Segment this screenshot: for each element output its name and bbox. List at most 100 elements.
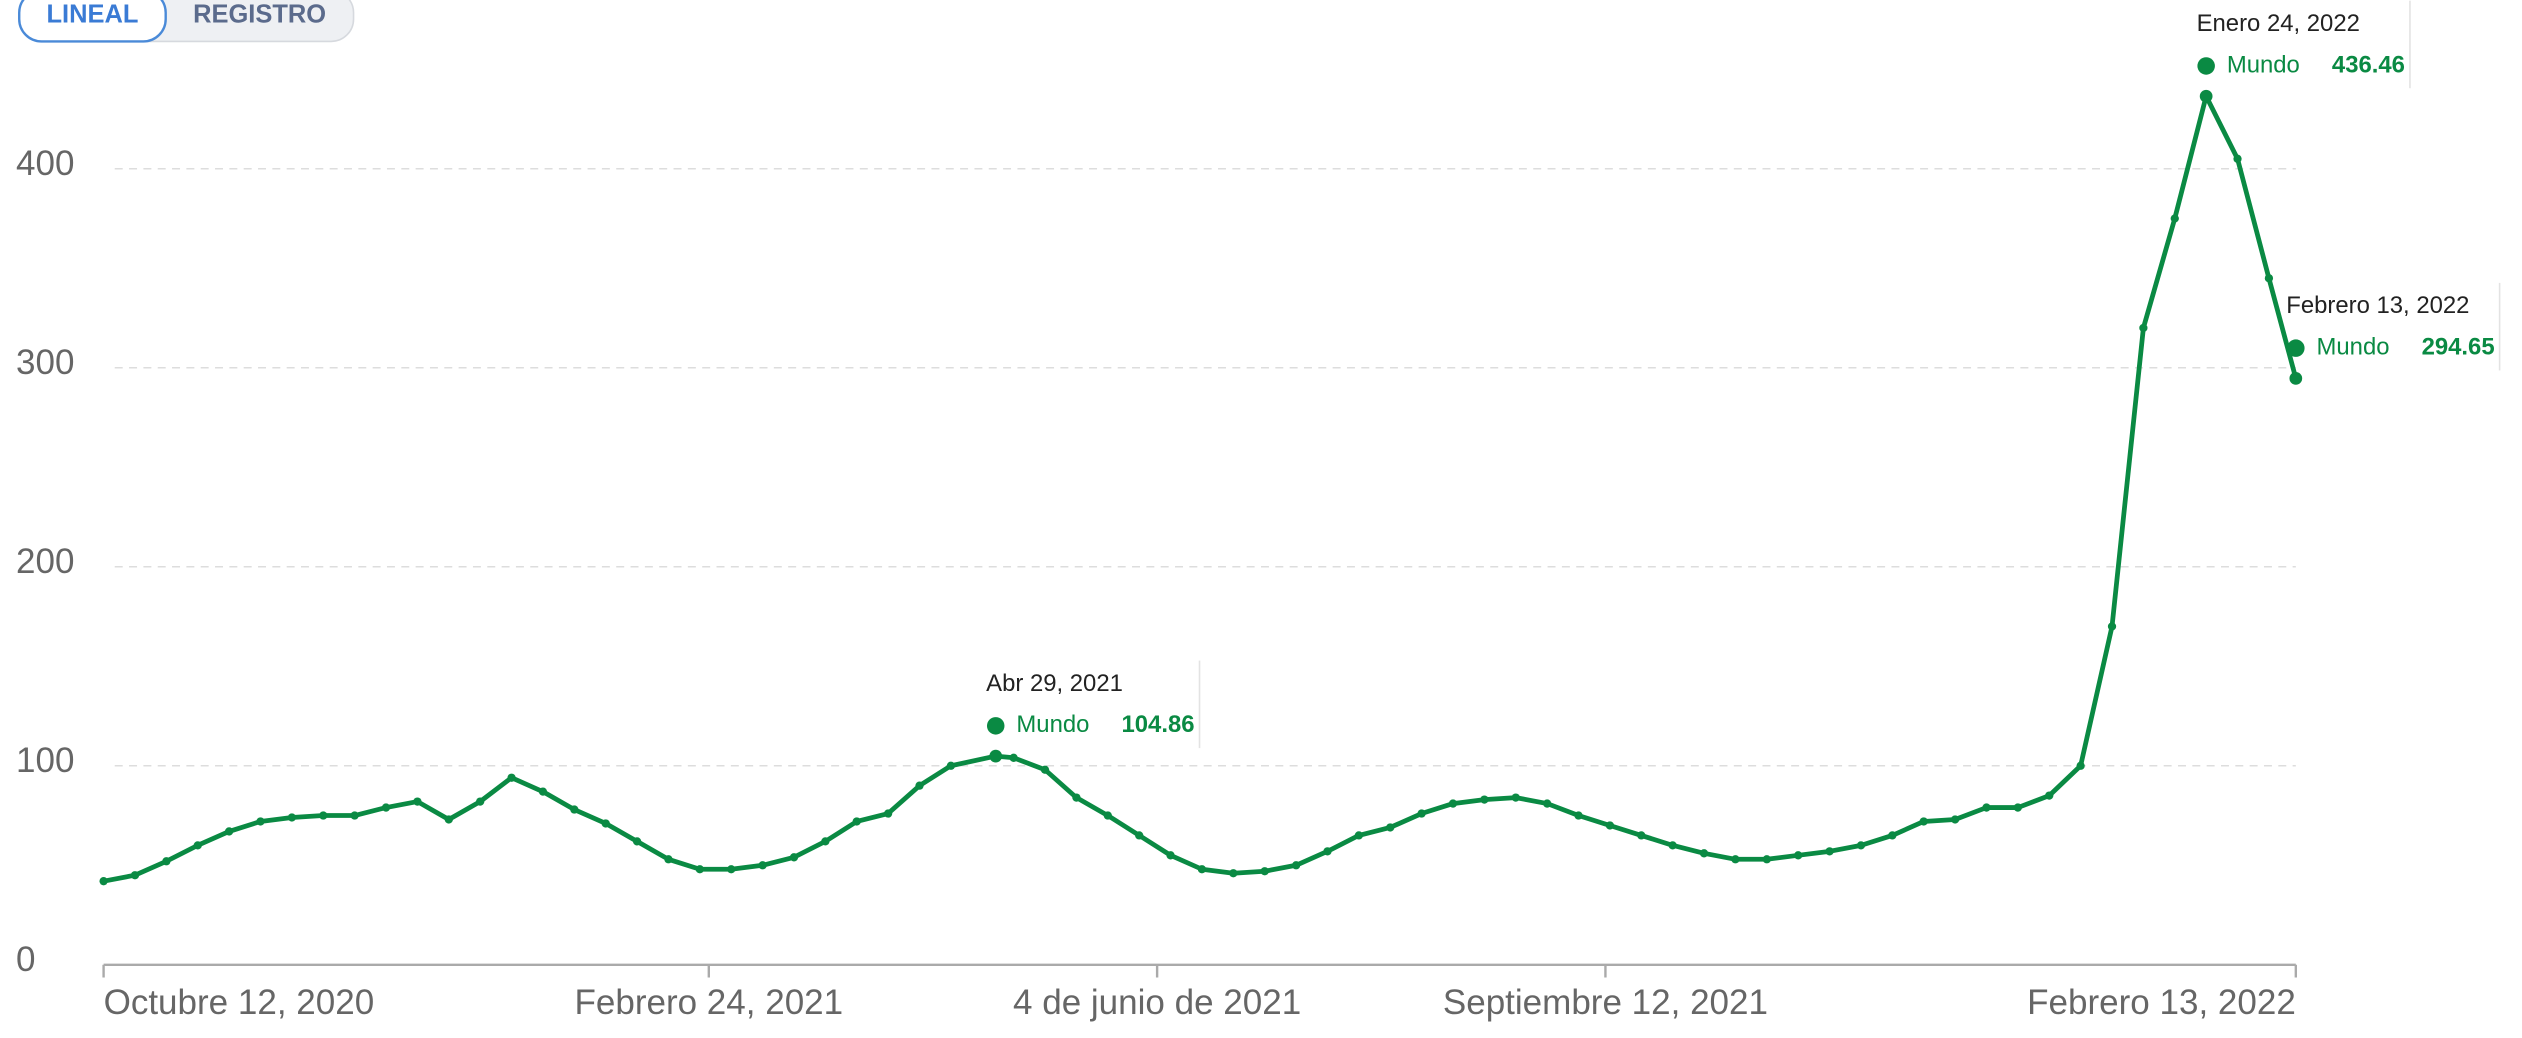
point xyxy=(915,781,924,790)
point xyxy=(2264,274,2274,283)
point xyxy=(946,761,956,770)
tooltip-series: Mundo xyxy=(2317,333,2390,360)
tooltip-value: 436.46 xyxy=(2332,51,2405,78)
tooltip-swatch xyxy=(2197,57,2215,75)
point xyxy=(1386,823,1395,832)
tooltip-swatch xyxy=(986,717,1005,735)
point xyxy=(476,797,485,806)
point xyxy=(601,819,610,828)
point xyxy=(1417,809,1426,818)
lineal-button[interactable] xyxy=(18,0,167,43)
point xyxy=(2076,761,2085,770)
y-tick-label: 200 xyxy=(16,542,74,581)
point xyxy=(821,837,830,846)
point xyxy=(1668,841,1677,850)
point xyxy=(1229,869,1238,878)
tooltip-series: Mundo xyxy=(2227,51,2300,78)
series-line xyxy=(103,93,2299,884)
point xyxy=(1260,867,1269,876)
tooltip-date: Febrero 13, 2022 xyxy=(2286,292,2469,319)
point xyxy=(1323,847,1332,856)
point xyxy=(1103,811,1112,820)
tooltip: Febrero 13, 2022 Mundo 294.65 xyxy=(2286,282,2501,385)
x-tick-label: Febrero 13, 2022 xyxy=(2027,983,2296,1022)
point xyxy=(1982,803,1991,812)
point xyxy=(1135,831,1144,840)
point xyxy=(1731,855,1740,864)
tooltip: Enero 24, 2022 Mundo 436.46 xyxy=(2197,0,2411,103)
tooltip-value: 104.86 xyxy=(1121,711,1194,738)
point xyxy=(1574,811,1583,820)
point xyxy=(1794,851,1803,860)
tooltip-point xyxy=(2199,89,2213,103)
point xyxy=(570,805,579,814)
point xyxy=(1856,841,1866,850)
point xyxy=(727,865,736,874)
point xyxy=(1009,753,1018,762)
point xyxy=(1040,765,1050,774)
point xyxy=(1543,799,1552,808)
tooltip-point xyxy=(989,749,1003,763)
x-tick-label: Septiembre 12, 2021 xyxy=(1443,983,1768,1022)
tooltip-date: Abr 29, 2021 xyxy=(986,670,1123,697)
point xyxy=(413,797,422,806)
x-tick-label: Febrero 24, 2021 xyxy=(574,983,843,1022)
point xyxy=(1699,849,1709,858)
scale-toggle: LINEAL REGISTRO xyxy=(18,0,355,43)
point xyxy=(1197,865,1207,874)
point xyxy=(319,811,328,820)
point xyxy=(444,815,453,824)
point xyxy=(1354,831,1363,840)
point xyxy=(256,817,265,826)
tooltip-date: Enero 24, 2022 xyxy=(2197,10,2360,37)
point xyxy=(2233,154,2242,163)
point xyxy=(1448,799,1458,808)
point xyxy=(2107,622,2117,631)
tooltip-point xyxy=(2289,372,2303,385)
point xyxy=(1166,851,1175,860)
point xyxy=(664,855,673,864)
y-tick-label: 100 xyxy=(16,741,74,780)
point xyxy=(1291,861,1301,870)
lineal-label[interactable]: LINEAL xyxy=(46,1,138,29)
point xyxy=(852,817,861,826)
point xyxy=(1605,821,1615,830)
point xyxy=(2170,214,2179,223)
point xyxy=(1480,795,1489,804)
point xyxy=(632,837,642,846)
point xyxy=(162,857,171,866)
point xyxy=(381,803,391,812)
tooltip: Abr 29, 2021 Mundo 104.86 xyxy=(986,660,1201,763)
point xyxy=(224,827,234,836)
tooltip-swatch xyxy=(2287,339,2305,357)
point xyxy=(1072,793,1081,802)
y-tick-label: 300 xyxy=(16,343,74,382)
y-tick-label: 0 xyxy=(16,940,35,979)
x-tick-label: 4 de junio de 2021 xyxy=(1013,983,1301,1022)
point xyxy=(538,787,548,796)
point xyxy=(130,871,140,880)
point xyxy=(1637,831,1646,840)
point xyxy=(2013,803,2023,812)
point xyxy=(287,813,297,822)
registro-label[interactable]: REGISTRO xyxy=(193,1,326,29)
point xyxy=(193,841,202,850)
y-tick-label: 400 xyxy=(16,144,74,183)
tooltip-value: 294.65 xyxy=(2422,333,2495,360)
point xyxy=(789,853,799,862)
point xyxy=(350,811,359,820)
point xyxy=(507,773,516,782)
point xyxy=(2139,323,2148,333)
point xyxy=(883,809,893,818)
point xyxy=(1511,793,1520,802)
point xyxy=(758,861,767,870)
point xyxy=(1919,817,1928,826)
point xyxy=(1762,855,1771,864)
point xyxy=(695,865,704,874)
point xyxy=(1825,847,1834,856)
point xyxy=(99,877,108,886)
point xyxy=(2045,791,2054,800)
x-tick-label: Octubre 12, 2020 xyxy=(104,983,375,1022)
